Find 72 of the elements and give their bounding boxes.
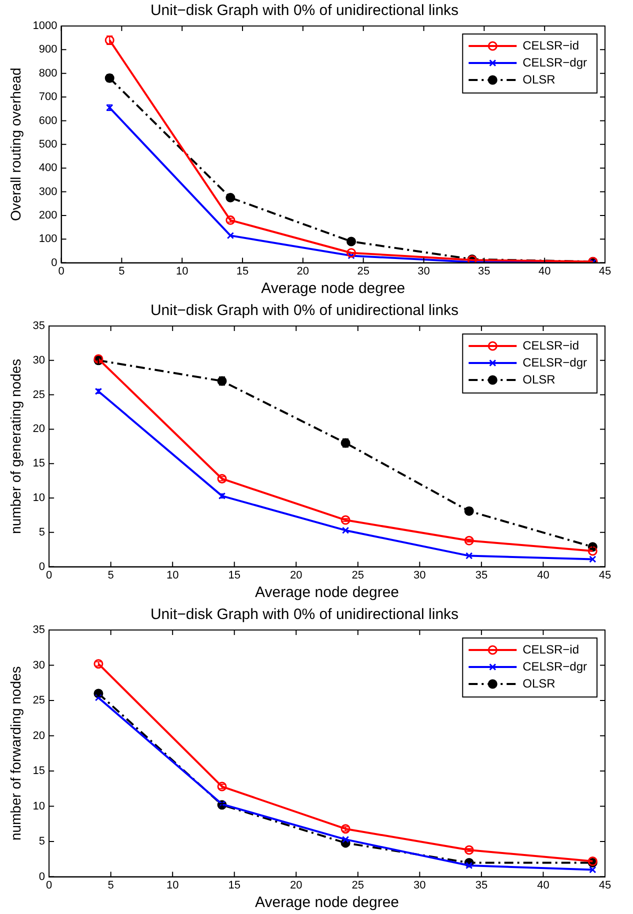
x-tick-label: 40 (538, 265, 551, 278)
y-tick-label: 100 (38, 233, 58, 246)
x-tick-label: 30 (418, 265, 430, 278)
x-tick-label: 25 (357, 265, 370, 278)
y-tick-label: 30 (32, 354, 46, 366)
x-tick-label: 20 (290, 879, 302, 892)
x-tick-label: 35 (475, 569, 488, 582)
y-tick-label: 25 (32, 388, 46, 401)
x-tick-label: 15 (228, 879, 240, 892)
y-tick-label: 0 (38, 560, 46, 573)
chart-title: Unit−disk Graph with 0% of unidirectional links (150, 2, 459, 20)
x-tick-label: 30 (414, 569, 426, 582)
y-axis-title: number of generating nodes (7, 358, 24, 534)
y-tick-label: 20 (32, 730, 46, 742)
y-tick-label: 15 (32, 458, 46, 470)
y-tick-label: 1000 (32, 20, 58, 32)
x-tick-label: 5 (108, 879, 114, 892)
x-tick-label: 40 (537, 569, 550, 582)
legend-label: CELSR−dgr (522, 659, 588, 674)
legend-label: CELSR−id (522, 38, 580, 52)
y-tick-label: 0 (38, 870, 46, 883)
y-tick-label: 300 (38, 186, 58, 198)
y-tick-label: 600 (38, 114, 58, 127)
legend-label: CELSR−id (522, 338, 580, 352)
x-tick-label: 45 (598, 265, 612, 278)
x-tick-label: 10 (166, 879, 179, 892)
x-tick-label: 25 (352, 879, 364, 892)
legend-label: OLSR (522, 372, 556, 386)
y-tick-label: 35 (32, 624, 46, 636)
legend-label: CELSR−dgr (522, 355, 588, 370)
y-axis-title: number of forwarding nodes (7, 666, 24, 841)
x-tick-label: 45 (598, 569, 612, 582)
legend-label: OLSR (522, 72, 556, 86)
y-tick-label: 500 (38, 138, 58, 150)
y-tick-label: 10 (32, 800, 46, 812)
x-tick-label: 20 (296, 265, 310, 278)
x-axis-title: Average node degree (255, 894, 400, 912)
x-tick-label: 10 (166, 569, 179, 582)
y-tick-label: 900 (38, 44, 58, 56)
legend-label: CELSR−dgr (522, 55, 588, 70)
y-tick-label: 800 (38, 67, 58, 80)
y-axis-title: Overall routing overhead (7, 68, 24, 222)
x-tick-label: 40 (537, 879, 550, 892)
chart-title: Unit−disk Graph with 0% of unidirectional links (150, 302, 459, 320)
y-tick-label: 25 (32, 694, 46, 707)
chart-title: Unit−disk Graph with 0% of unidirectional links (150, 606, 459, 624)
x-tick-label: 5 (108, 569, 114, 582)
y-tick-label: 30 (32, 659, 46, 672)
x-tick-label: 5 (118, 265, 125, 278)
x-tick-label: 20 (290, 569, 302, 582)
x-tick-label: 15 (228, 569, 240, 582)
y-tick-label: 0 (51, 256, 58, 269)
y-tick-label: 15 (32, 765, 46, 778)
y-tick-label: 10 (32, 492, 46, 504)
x-tick-label: 35 (475, 879, 488, 892)
x-tick-label: 35 (478, 265, 490, 278)
x-tick-label: 10 (176, 265, 188, 278)
x-tick-label: 15 (236, 265, 249, 278)
y-tick-label: 5 (38, 836, 46, 848)
x-axis-title: Average node degree (261, 280, 406, 298)
x-tick-label: 30 (414, 879, 426, 892)
x-tick-label: 25 (352, 569, 364, 582)
y-tick-label: 700 (38, 91, 58, 104)
y-tick-label: 200 (38, 209, 58, 222)
x-tick-label: 45 (598, 879, 612, 892)
y-tick-label: 20 (32, 423, 46, 436)
legend-label: OLSR (522, 676, 556, 690)
y-tick-label: 5 (38, 526, 46, 538)
x-axis-title: Average node degree (255, 584, 400, 602)
y-tick-label: 400 (38, 162, 58, 174)
legend-label: CELSR−id (522, 642, 580, 656)
y-tick-label: 35 (32, 320, 46, 332)
